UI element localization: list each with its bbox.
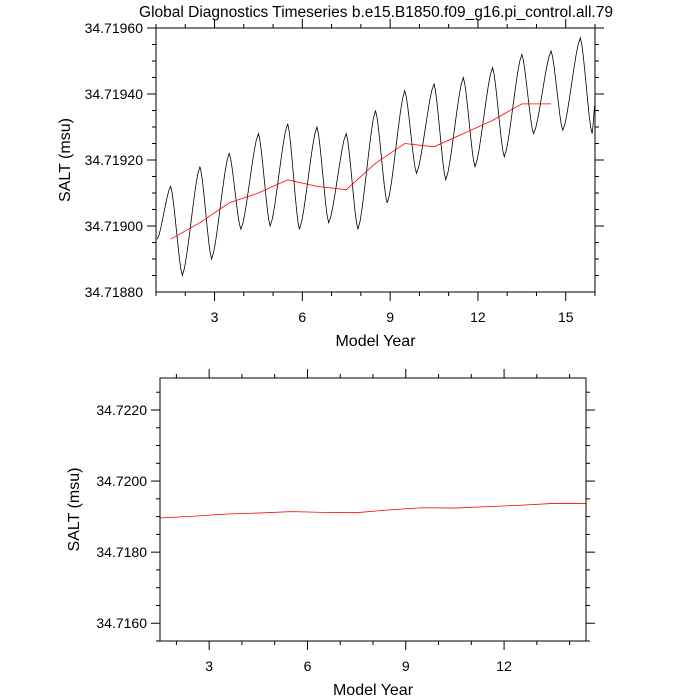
x-tick-label: 12 [496, 658, 512, 674]
plot-frame [155, 27, 596, 293]
x-tick-label: 6 [298, 309, 306, 325]
x-tick-label: 9 [386, 309, 394, 325]
top-panel: 3 6 9 12 15 34.71880 34.71900 34.71920 34.71940 3… [57, 19, 604, 350]
x-tick-label: 9 [402, 658, 410, 674]
x-tick-label: 3 [211, 309, 219, 325]
y-tick-label: 34.7200 [96, 473, 147, 489]
y-tick-label: 34.71920 [85, 152, 144, 168]
annual-mean-line [160, 503, 586, 519]
x-axis-label: Model Year [335, 333, 416, 350]
y-axis-label: SALT (msu) [57, 118, 74, 202]
monthly-series-line [156, 36, 595, 278]
plot-frame [159, 377, 587, 642]
x-axis-label: Model Year [333, 682, 414, 699]
x-tick-label: 3 [205, 658, 213, 674]
annual-mean-line [170, 103, 552, 240]
plot-area [160, 503, 586, 519]
y-tick-label: 34.7160 [96, 615, 147, 631]
chart-title: Global Diagnostics Timeseries b.e15.B185… [139, 4, 613, 21]
y-axis-label: SALT (msu) [66, 468, 83, 552]
x-tick-label: 6 [304, 658, 312, 674]
x-tick-label: 12 [470, 309, 486, 325]
y-tick-label: 34.71900 [85, 218, 144, 234]
bottom-panel: 3 6 9 12 34.7160 34.7180 34.7200 34.7220 Model Y… [66, 369, 595, 699]
plot-area [156, 36, 595, 278]
x-tick-label: 15 [558, 309, 574, 325]
y-tick-label: 34.7220 [96, 402, 147, 418]
y-tick-label: 34.71940 [85, 86, 144, 102]
y-tick-label: 34.71960 [85, 20, 144, 36]
y-tick-label: 34.71880 [85, 284, 144, 300]
y-tick-label: 34.7180 [96, 544, 147, 560]
